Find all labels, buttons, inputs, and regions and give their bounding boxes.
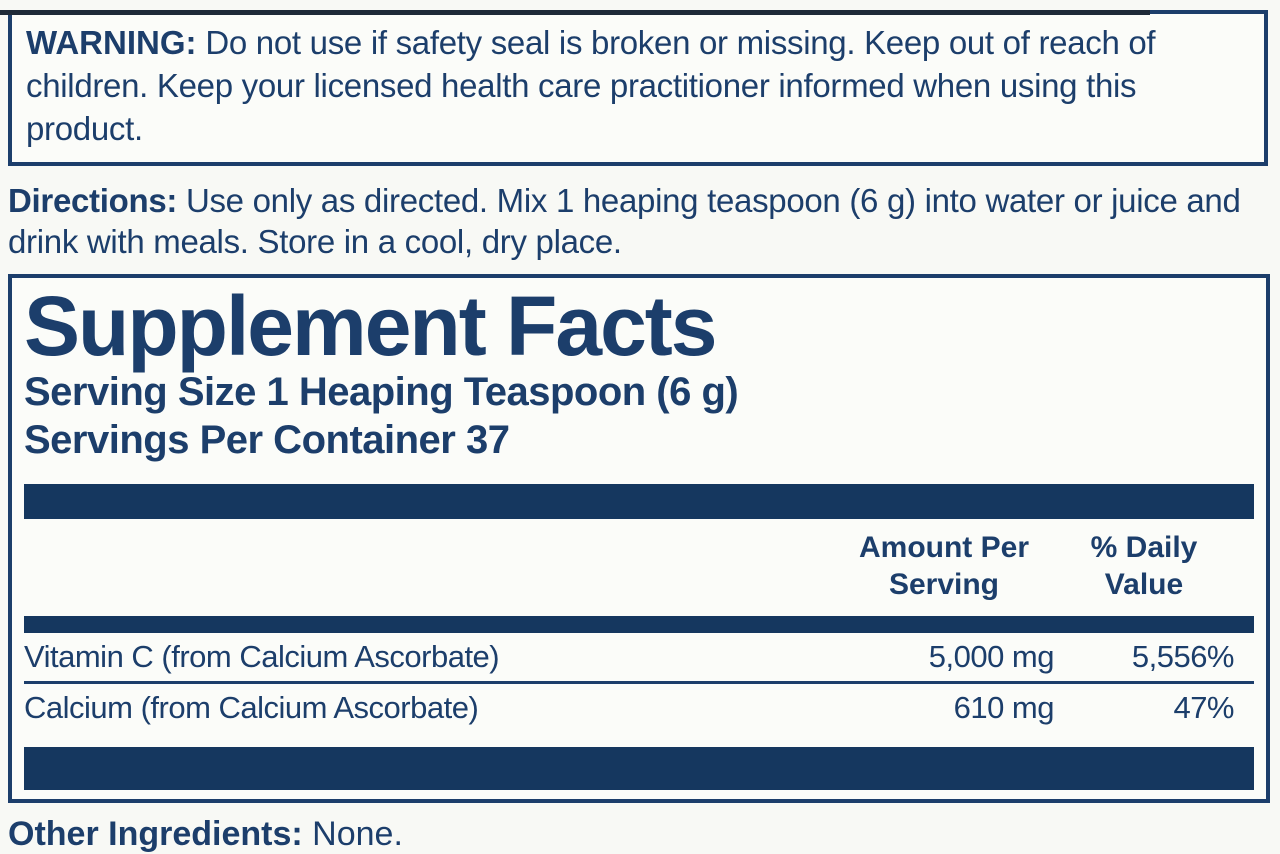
top-edge-scan-bar bbox=[0, 10, 1150, 15]
warning-box: WARNING: Do not use if safety seal is br… bbox=[8, 10, 1268, 166]
nutrient-amount: 5,000 mg bbox=[928, 639, 1055, 674]
divider-bar-thin bbox=[24, 616, 1254, 633]
serving-size-line: Serving Size 1 Heaping Teaspoon (6 g) bbox=[24, 370, 739, 414]
supplement-facts-panel: Supplement Facts Serving Size 1 Heaping … bbox=[8, 274, 1270, 803]
directions-label: Directions: bbox=[8, 182, 178, 219]
warning-label: WARNING: bbox=[26, 24, 197, 61]
amount-per-serving-header: Amount Per Serving bbox=[858, 531, 1029, 601]
directions-text: Use only as directed. Mix 1 heaping teas… bbox=[8, 182, 1241, 260]
table-row-calcium: Calcium (from Calcium Ascorbate) 610 mg … bbox=[24, 684, 1254, 732]
servings-per-container-line: Servings Per Container 37 bbox=[24, 418, 510, 462]
nutrient-daily-value: 47% bbox=[1173, 690, 1234, 725]
nutrient-amount: 610 mg bbox=[953, 690, 1055, 725]
nutrient-name: Vitamin C (from Calcium Ascorbate) bbox=[24, 639, 500, 674]
other-ingredients-label: Other Ingredients: bbox=[8, 815, 303, 853]
warning-text: Do not use if safety seal is broken or m… bbox=[26, 24, 1156, 147]
table-row-vitamin-c: Vitamin C (from Calcium Ascorbate) 5,000… bbox=[24, 633, 1254, 684]
other-ingredients-line: Other Ingredients: None. bbox=[8, 814, 1270, 854]
divider-bar-thick-bottom bbox=[24, 747, 1254, 790]
nutrient-name: Calcium (from Calcium Ascorbate) bbox=[24, 690, 479, 725]
other-ingredients-text: None. bbox=[312, 815, 403, 853]
percent-daily-value-header: % Daily Value bbox=[1090, 531, 1198, 601]
divider-bar-thick-top bbox=[24, 484, 1254, 519]
directions-paragraph: Directions: Use only as directed. Mix 1 … bbox=[8, 180, 1270, 262]
nutrient-daily-value: 5,556% bbox=[1131, 639, 1235, 674]
facts-column-headers: Amount Per Serving % Daily Value bbox=[24, 519, 1254, 616]
supplement-facts-title: Supplement Facts bbox=[24, 279, 717, 373]
